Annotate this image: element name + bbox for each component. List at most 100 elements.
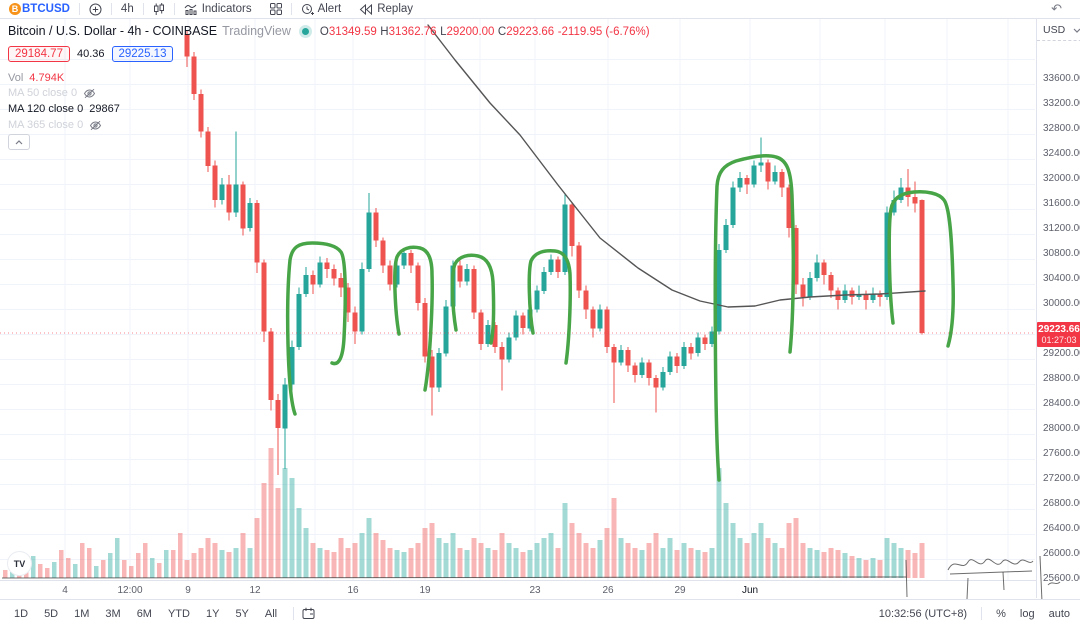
high-value: 31362.76 [388, 26, 437, 38]
replay-button[interactable]: Replay [350, 0, 422, 18]
price-tick-label: 26800.00 [1043, 497, 1080, 509]
eye-off-icon [90, 120, 102, 130]
open-value: 31349.59 [328, 26, 377, 38]
range-button-ytd[interactable]: YTD [167, 607, 190, 620]
price-tick-label: 26000.00 [1043, 547, 1080, 559]
indicators-icon [184, 4, 197, 15]
price-axis[interactable]: USD 33600.00 33200.00 32800.00 32400.00 3200… [1036, 18, 1080, 598]
ma-label: MA 365 close 0 [8, 119, 84, 131]
volume-row[interactable]: Vol 4.794K [8, 72, 64, 84]
top-toolbar: B BTCUSD 4h Indicators Alert Replay [0, 0, 1080, 19]
price-tick-label: 33600.00 [1043, 72, 1080, 84]
price-tick-label: 32800.00 [1043, 122, 1080, 134]
chevron-down-icon [1073, 28, 1080, 33]
log-scale-button[interactable]: log [1019, 607, 1035, 620]
range-button-1d[interactable]: 1D [14, 607, 29, 620]
price-tick-label: 28400.00 [1043, 397, 1080, 409]
price-tick-label: 25600.00 [1043, 572, 1080, 584]
auto-scale-button[interactable]: auto [1048, 607, 1070, 620]
price-tick-label: 30000.00 [1043, 297, 1080, 309]
time-tick-label: 26 [602, 585, 614, 596]
currency-selector[interactable]: USD [1037, 22, 1080, 41]
price-tick-label: 31600.00 [1043, 197, 1080, 209]
candlestick-chart [0, 18, 1035, 580]
price-tick-label: 29200.00 [1043, 347, 1080, 359]
chevron-up-icon [15, 139, 23, 144]
compare-plus-icon [89, 3, 102, 15]
price-tick-label: 28000.00 [1043, 422, 1080, 434]
compare-button[interactable] [80, 0, 111, 18]
toolbar-separator [78, 3, 80, 15]
low-label: L [440, 26, 447, 38]
ma-label: MA 120 close 0 [8, 103, 84, 115]
range-button-6m[interactable]: 6M [136, 607, 152, 620]
toolbar-separator [110, 3, 112, 15]
percent-scale-button[interactable]: % [996, 607, 1006, 620]
replay-icon [359, 3, 373, 15]
range-button-all[interactable]: All [264, 607, 278, 620]
ma-row[interactable]: MA 120 close 0 29867 [8, 103, 120, 115]
replay-label: Replay [377, 3, 414, 15]
range-button-5y[interactable]: 5Y [235, 607, 249, 620]
ohlc-values: O31349.59 H31362.76 L29200.00 C29223.66 … [320, 24, 650, 38]
go-to-date-icon[interactable] [302, 607, 316, 620]
close-label: C [497, 26, 507, 38]
market-status-dot [301, 27, 309, 35]
ask-price-button[interactable]: 29225.13 [111, 46, 174, 62]
footer-right-group: 10:32:56 (UTC+8) % log auto [879, 607, 1080, 620]
time-tick-label: 19 [419, 585, 431, 596]
ma-row[interactable]: MA 50 close 0 [8, 87, 96, 99]
legend-collapse-row [8, 134, 30, 150]
bid-price-button[interactable]: 29184.77 [8, 46, 70, 62]
price-tick-label: 28800.00 [1043, 372, 1080, 384]
ma-row[interactable]: MA 365 close 0 [8, 119, 102, 131]
candlestick-icon [153, 2, 164, 15]
price-tick-label: 27200.00 [1043, 472, 1080, 484]
time-tick-label: 4 [62, 585, 68, 596]
high-label: H [380, 26, 389, 38]
alert-button[interactable]: Alert [292, 0, 351, 18]
toolbar-separator [290, 3, 292, 15]
indicators-label: Indicators [201, 3, 252, 15]
legend-collapse-button[interactable] [8, 134, 30, 150]
time-axis[interactable]: 4 12:00 9 12 16 19 23 26 29 Jun [0, 580, 1036, 600]
interval-button[interactable]: 4h [120, 3, 134, 15]
range-button-3m[interactable]: 3M [105, 607, 121, 620]
chart-style-button[interactable] [144, 0, 174, 18]
toolbar-separator [142, 3, 144, 15]
volume-value: 4.794K [29, 72, 65, 84]
symbol-description[interactable]: Bitcoin / U.S. Dollar - 4h - COINBASE [8, 24, 218, 38]
price-tick-label: 30400.00 [1043, 272, 1080, 284]
range-button-1y[interactable]: 1Y [205, 607, 220, 620]
last-price-value: 29223.66 [1038, 324, 1080, 335]
footer-separator [293, 607, 295, 620]
time-tick-label: 16 [347, 585, 359, 596]
range-button-1m[interactable]: 1M [74, 607, 90, 620]
price-tick-label: 27600.00 [1043, 447, 1080, 459]
low-value: 29200.00 [446, 26, 495, 38]
symbol-name: BTCUSD [22, 3, 70, 15]
tradingview-brand-label: TradingView [222, 24, 291, 38]
currency-label: USD [1043, 24, 1066, 36]
session-clock[interactable]: 10:32:56 (UTC+8) [878, 607, 968, 620]
alert-label: Alert [317, 3, 342, 15]
grid-layout-icon [269, 3, 282, 15]
bottom-toolbar: 1D 5D 1M 3M 6M YTD 1Y 5Y All 10:32:56 (UTC+8) % … [0, 599, 1080, 626]
open-label: O [319, 26, 329, 38]
tradingview-logo[interactable]: TV [7, 551, 32, 576]
time-tick-label: 23 [529, 585, 541, 596]
time-tick-label: Jun [741, 585, 759, 596]
change-value: -2119.95 (-6.76%) [557, 26, 650, 38]
undo-button[interactable]: ↶ [1051, 1, 1062, 16]
price-tick-label: 30800.00 [1043, 247, 1080, 259]
indicators-button[interactable]: Indicators [175, 0, 261, 18]
range-button-5d[interactable]: 5D [44, 607, 59, 620]
symbol-button[interactable]: B BTCUSD [0, 0, 79, 18]
layout-button[interactable] [261, 0, 291, 18]
legend-title-row: Bitcoin / U.S. Dollar - 4h - COINBASE Tr… [8, 24, 650, 38]
bitcoin-logo-icon: B [9, 3, 21, 15]
close-value: 29223.66 [506, 26, 555, 38]
price-tick-label: 32400.00 [1043, 147, 1080, 159]
volume-label: Vol [8, 72, 24, 84]
